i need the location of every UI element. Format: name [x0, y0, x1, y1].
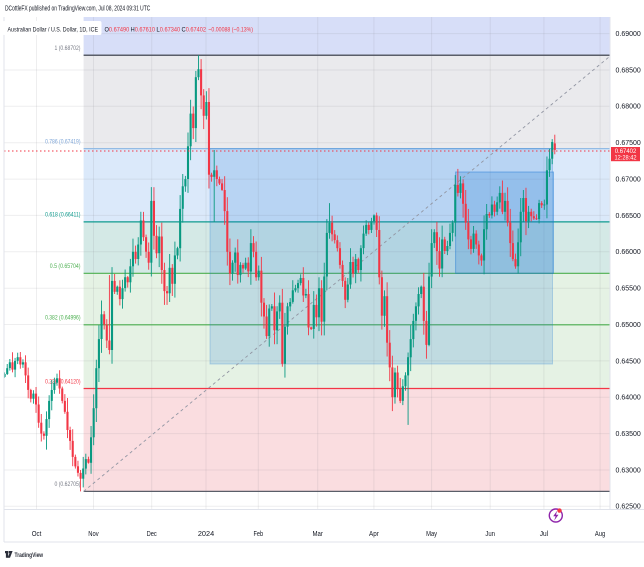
svg-text:Jul: Jul	[540, 531, 549, 538]
svg-text:0.66000: 0.66000	[616, 249, 641, 256]
svg-text:0.618 (0.66411): 0.618 (0.66411)	[45, 212, 80, 219]
svg-text:Jun: Jun	[485, 531, 495, 538]
svg-text:0.69000: 0.69000	[616, 31, 641, 38]
svg-text:0 (0.62705): 0 (0.62705)	[55, 481, 81, 488]
svg-text:0.5 (0.65704): 0.5 (0.65704)	[50, 263, 81, 270]
svg-text:Feb: Feb	[254, 531, 264, 538]
svg-text:0.62500: 0.62500	[616, 504, 641, 511]
svg-text:Oct: Oct	[32, 531, 42, 538]
svg-text:0.67402: 0.67402	[615, 148, 637, 155]
svg-text:L: L	[156, 26, 160, 33]
svg-text:0.786 (0.67419): 0.786 (0.67419)	[45, 138, 80, 145]
svg-text:May: May	[426, 531, 437, 538]
svg-text:Nov: Nov	[88, 531, 99, 538]
svg-text:DCottleFX published on Trading: DCottleFX published on TradingView.com, …	[5, 6, 150, 13]
svg-text:0.63000: 0.63000	[616, 467, 641, 474]
svg-text:0.68500: 0.68500	[616, 67, 641, 74]
svg-text:0.67500: 0.67500	[616, 140, 641, 147]
svg-text:O: O	[105, 26, 109, 33]
svg-text:0.67000: 0.67000	[616, 177, 641, 184]
svg-text:Aug: Aug	[595, 531, 605, 538]
svg-text:0.66500: 0.66500	[616, 213, 641, 220]
svg-text:0.67610: 0.67610	[135, 26, 155, 33]
svg-text:1 (0.68702): 1 (0.68702)	[55, 45, 81, 52]
svg-text:Australian Dollar / U.S. Dolla: Australian Dollar / U.S. Dollar, 1D, ICE	[8, 26, 99, 33]
svg-text:0.236 (0.64120): 0.236 (0.64120)	[45, 378, 80, 385]
svg-text:Apr: Apr	[369, 531, 379, 538]
svg-text:C: C	[182, 26, 186, 33]
svg-text:H: H	[131, 26, 135, 33]
svg-text:Mar: Mar	[313, 531, 324, 538]
svg-text:TradingView: TradingView	[15, 552, 44, 559]
svg-text:12:28:42: 12:28:42	[615, 155, 637, 162]
svg-text:−0.00088 (−0.13%): −0.00088 (−0.13%)	[208, 26, 253, 33]
svg-text:0.64000: 0.64000	[616, 395, 641, 402]
svg-text:0.382 (0.64996): 0.382 (0.64996)	[45, 315, 80, 322]
svg-text:0.67340: 0.67340	[160, 26, 180, 33]
svg-text:0.65500: 0.65500	[616, 286, 641, 293]
svg-text:0.67490: 0.67490	[109, 26, 129, 33]
svg-text:0.68000: 0.68000	[616, 104, 641, 111]
svg-text:0.67402: 0.67402	[186, 26, 206, 33]
svg-text:0.63500: 0.63500	[616, 431, 641, 438]
svg-text:Dec: Dec	[147, 531, 158, 538]
svg-text:0.64500: 0.64500	[616, 358, 641, 365]
svg-text:2024: 2024	[198, 531, 214, 538]
svg-text:0.65000: 0.65000	[616, 322, 641, 329]
